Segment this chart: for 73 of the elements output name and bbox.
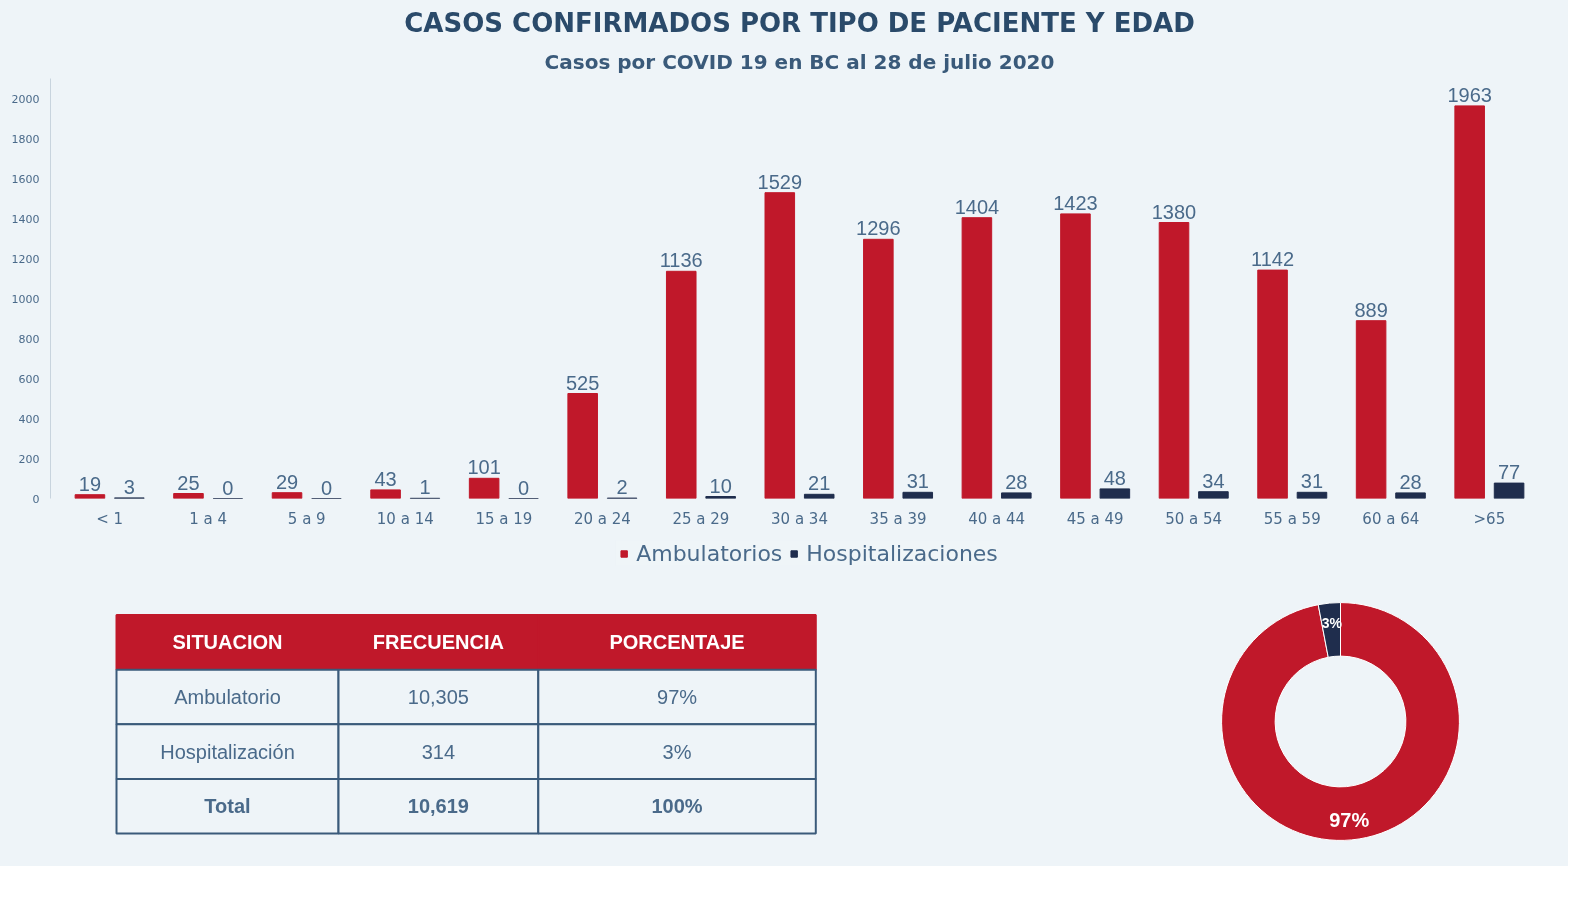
y-tick-label: 2000 bbox=[11, 92, 40, 106]
data-label: 77 bbox=[1497, 461, 1521, 484]
x-tick-label: 35 a 39 bbox=[869, 509, 927, 528]
x-tick-label: >65 bbox=[1473, 509, 1506, 528]
data-label: 1423 bbox=[1053, 191, 1098, 214]
text: 10,619 bbox=[407, 795, 469, 818]
data-label: 97% bbox=[1329, 808, 1370, 831]
x-tick-label: 15 a 19 bbox=[475, 509, 533, 528]
data-label: 31 bbox=[1300, 470, 1324, 493]
data-label: 525 bbox=[566, 371, 600, 394]
text: Ambulatorio bbox=[174, 686, 281, 708]
chart-subtitle: Casos por COVID 19 en BC al 28 de julio 2020 bbox=[544, 49, 1055, 74]
x-tick-label: 1 a 4 bbox=[189, 509, 228, 528]
data-label: 3 bbox=[123, 475, 135, 498]
y-tick-label: 0 bbox=[32, 492, 40, 506]
data-label: 1142 bbox=[1251, 248, 1295, 271]
text: FRECUENCIA bbox=[372, 631, 504, 654]
data-label: 1 bbox=[419, 476, 431, 499]
data-label: 43 bbox=[374, 467, 397, 490]
y-tick-label: 1400 bbox=[11, 212, 40, 226]
legend-label: Ambulatorios bbox=[636, 540, 783, 566]
data-label: 0 bbox=[517, 476, 530, 499]
data-label: 28 bbox=[1399, 470, 1422, 493]
x-tick-label: 10 a 14 bbox=[376, 509, 434, 528]
text: 97% bbox=[657, 686, 698, 708]
x-tick-label: 50 a 54 bbox=[1165, 509, 1223, 528]
x-tick-label: 45 a 49 bbox=[1066, 509, 1124, 528]
data-label: 34 bbox=[1202, 469, 1225, 492]
data-label: 889 bbox=[1354, 298, 1388, 321]
data-label: 21 bbox=[808, 472, 831, 495]
chart-title: CASOS CONFIRMADOS POR TIPO DE PACIENTE Y EDAD bbox=[404, 7, 1195, 38]
text: 314 bbox=[421, 740, 456, 763]
y-tick-label: 600 bbox=[18, 372, 40, 386]
x-tick-label: 5 a 9 bbox=[287, 509, 326, 528]
x-tick-label: 20 a 24 bbox=[573, 509, 631, 528]
y-tick-label: 400 bbox=[18, 412, 40, 426]
y-tick-label: 1800 bbox=[11, 132, 40, 146]
data-label: 1529 bbox=[757, 170, 803, 193]
data-label: 10 bbox=[709, 474, 732, 497]
data-label: 48 bbox=[1103, 466, 1126, 489]
y-tick-label: 1000 bbox=[11, 292, 40, 306]
data-label: 2 bbox=[616, 476, 628, 499]
data-label: 0 bbox=[320, 476, 333, 499]
text: SITUACION bbox=[172, 631, 283, 654]
text: Total bbox=[204, 795, 251, 818]
data-label: 1136 bbox=[659, 249, 703, 272]
x-tick-label: 40 a 44 bbox=[968, 509, 1026, 528]
data-label: 1963 bbox=[1447, 83, 1492, 106]
text: 3% bbox=[662, 740, 692, 763]
y-tick-label: 1600 bbox=[11, 172, 40, 186]
text: 10,305 bbox=[407, 686, 469, 708]
data-label: 25 bbox=[177, 471, 200, 494]
x-tick-label: < 1 bbox=[96, 509, 124, 528]
text: Hospitalización bbox=[160, 740, 295, 763]
data-label: 29 bbox=[275, 470, 299, 493]
y-tick-label: 800 bbox=[18, 332, 40, 346]
x-tick-label: 25 a 29 bbox=[672, 509, 730, 528]
y-tick-label: 200 bbox=[18, 452, 40, 466]
y-tick-label: 1200 bbox=[11, 252, 40, 266]
legend-label: Hospitalizaciones bbox=[806, 540, 998, 566]
x-tick-label: 55 a 59 bbox=[1263, 509, 1321, 528]
text: PORCENTAJE bbox=[609, 631, 745, 654]
data-label: 0 bbox=[222, 476, 234, 499]
data-label: 1296 bbox=[856, 217, 901, 240]
text: 100% bbox=[651, 795, 703, 818]
data-label: 1380 bbox=[1151, 200, 1197, 223]
x-tick-label: 30 a 34 bbox=[771, 509, 828, 528]
data-label: 31 bbox=[906, 470, 929, 493]
data-label: 101 bbox=[467, 456, 501, 479]
data-label: 19 bbox=[78, 472, 102, 495]
x-tick-label: 60 a 64 bbox=[1362, 509, 1420, 528]
data-label: 1404 bbox=[954, 195, 1000, 218]
data-label: 28 bbox=[1005, 470, 1028, 493]
